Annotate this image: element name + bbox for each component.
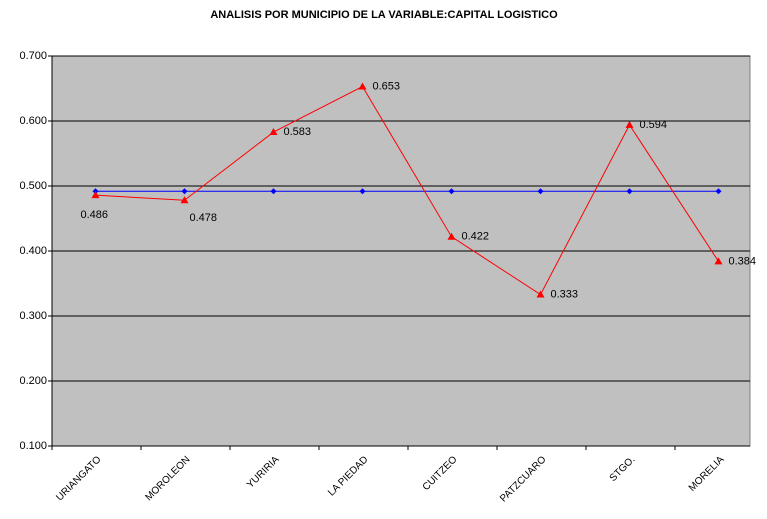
marker — [181, 188, 188, 195]
marker — [180, 196, 189, 204]
x-tick-label: YURIRIA — [245, 454, 282, 491]
data-label: 0.583 — [284, 126, 312, 138]
marker — [91, 191, 100, 199]
marker — [359, 188, 366, 195]
data-label: 0.653 — [373, 80, 401, 92]
data-label: 0.384 — [729, 255, 757, 267]
data-label: 0.594 — [640, 119, 668, 131]
x-tick-label: CUITZEO — [421, 454, 460, 493]
x-tick-label: MORELIA — [687, 454, 727, 494]
y-tick-label: 0.400 — [19, 245, 47, 257]
y-tick-label: 0.100 — [19, 440, 47, 452]
series-line — [95, 85, 719, 296]
data-label: 0.478 — [190, 212, 218, 224]
marker — [358, 82, 367, 90]
marker — [269, 128, 278, 136]
marker — [536, 290, 545, 298]
y-tick-label: 0.600 — [19, 115, 47, 127]
data-label: 0.486 — [81, 209, 109, 221]
marker — [270, 188, 277, 195]
marker — [447, 232, 456, 240]
marker — [448, 188, 455, 195]
x-tick-label: URIANGATO — [54, 454, 103, 503]
chart-title: ANALISIS POR MUNICIPIO DE LA VARIABLE:CA… — [210, 9, 558, 21]
y-tick-label: 0.300 — [19, 310, 47, 322]
marker — [537, 188, 544, 195]
x-tick-label: LA PIEDAD — [326, 454, 370, 498]
x-tick-label: PATZCUARO — [498, 454, 548, 504]
y-tick-label: 0.200 — [19, 375, 47, 387]
data-label: 0.422 — [462, 231, 490, 243]
x-tick-label: MOROLEON — [143, 454, 192, 503]
marker — [714, 257, 723, 265]
data-label: 0.333 — [551, 288, 579, 300]
marker — [715, 188, 722, 195]
marker — [626, 188, 633, 195]
marker — [625, 120, 634, 128]
y-tick-label: 0.500 — [19, 180, 47, 192]
x-tick-label: STGO. — [608, 454, 638, 484]
y-tick-label: 0.700 — [19, 50, 47, 62]
